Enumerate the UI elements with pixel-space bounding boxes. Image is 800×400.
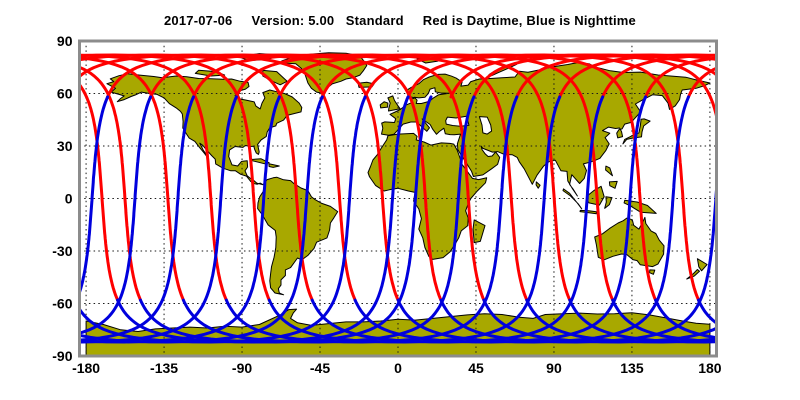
land-new-zealand-north bbox=[696, 258, 708, 272]
land-australia bbox=[594, 216, 665, 268]
y-tick-label: 60 bbox=[57, 86, 73, 102]
nighttime-track bbox=[81, 95, 153, 335]
plot-frame bbox=[78, 39, 718, 358]
water-baltic-sea bbox=[414, 87, 450, 104]
y-tick-label: -30 bbox=[52, 243, 72, 259]
land-sri-lanka bbox=[535, 181, 541, 189]
nighttime-track bbox=[81, 95, 110, 293]
land-great-britain bbox=[387, 95, 401, 112]
x-tick-label: -135 bbox=[150, 360, 178, 376]
nighttime-track bbox=[0, 97, 22, 342]
y-tick-label: -60 bbox=[52, 296, 72, 312]
land-sulawesi bbox=[604, 196, 613, 209]
x-tick-label: 180 bbox=[698, 360, 722, 376]
daytime-track bbox=[774, 55, 800, 300]
plot-area bbox=[0, 42, 800, 355]
daytime-track bbox=[0, 55, 32, 300]
y-tick-label: 90 bbox=[57, 33, 73, 49]
x-tick-label: 90 bbox=[546, 360, 562, 376]
daytime-track bbox=[472, 53, 715, 99]
land-hispaniola bbox=[268, 163, 280, 168]
land-ireland bbox=[379, 101, 389, 109]
y-tick-label: 30 bbox=[57, 138, 73, 154]
water-caspian-sea bbox=[478, 116, 493, 135]
nighttime-track bbox=[81, 95, 238, 344]
land-sumatra bbox=[562, 188, 583, 210]
nighttime-track bbox=[139, 95, 433, 344]
land-luzon bbox=[605, 165, 613, 177]
nighttime-track bbox=[741, 97, 800, 342]
y-tick-label: -90 bbox=[52, 348, 72, 364]
land-japan bbox=[622, 118, 651, 145]
land-tasmania bbox=[649, 269, 656, 275]
x-tick-label: -90 bbox=[232, 360, 252, 376]
x-tick-label: 135 bbox=[620, 360, 644, 376]
nighttime-track bbox=[81, 95, 195, 342]
x-tick-label: 0 bbox=[394, 360, 402, 376]
land-mindanao bbox=[608, 180, 618, 189]
x-tick-label: -45 bbox=[310, 360, 330, 376]
daytime-track bbox=[81, 66, 142, 302]
x-tick-label: 45 bbox=[468, 360, 484, 376]
nighttime-track bbox=[764, 97, 800, 342]
x-tick-label: -180 bbox=[72, 360, 100, 376]
y-tick-label: 0 bbox=[65, 191, 73, 207]
daytime-track bbox=[81, 56, 185, 302]
daytime-track bbox=[731, 55, 800, 300]
land-baffin-island bbox=[262, 69, 288, 86]
land-java bbox=[579, 209, 597, 215]
daytime-track bbox=[81, 53, 228, 302]
plot-title: 2017-07-06 Version: 5.00 Standard Red is… bbox=[163, 13, 636, 28]
